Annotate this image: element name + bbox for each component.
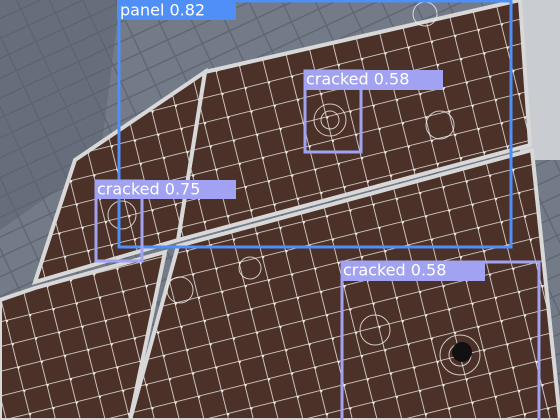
detection-label: cracked 0.75 [97, 180, 200, 199]
label-background [304, 70, 443, 90]
detection-label: panel 0.82 [120, 1, 205, 20]
label-background [117, 0, 236, 20]
bounding-box: cracked 0.75 [94, 179, 236, 263]
detection-label: cracked 0.58 [343, 261, 446, 280]
roof-shadow [0, 0, 120, 230]
bounding-box: panel 0.82 [117, 0, 513, 249]
detection-label: cracked 0.58 [306, 70, 409, 89]
label-background [341, 261, 485, 281]
box-outline [117, 0, 513, 249]
bounding-box: cracked 0.58 [303, 69, 443, 154]
bounding-box: cracked 0.58 [340, 260, 541, 420]
label-background [95, 180, 236, 199]
impact-hole [452, 342, 472, 362]
